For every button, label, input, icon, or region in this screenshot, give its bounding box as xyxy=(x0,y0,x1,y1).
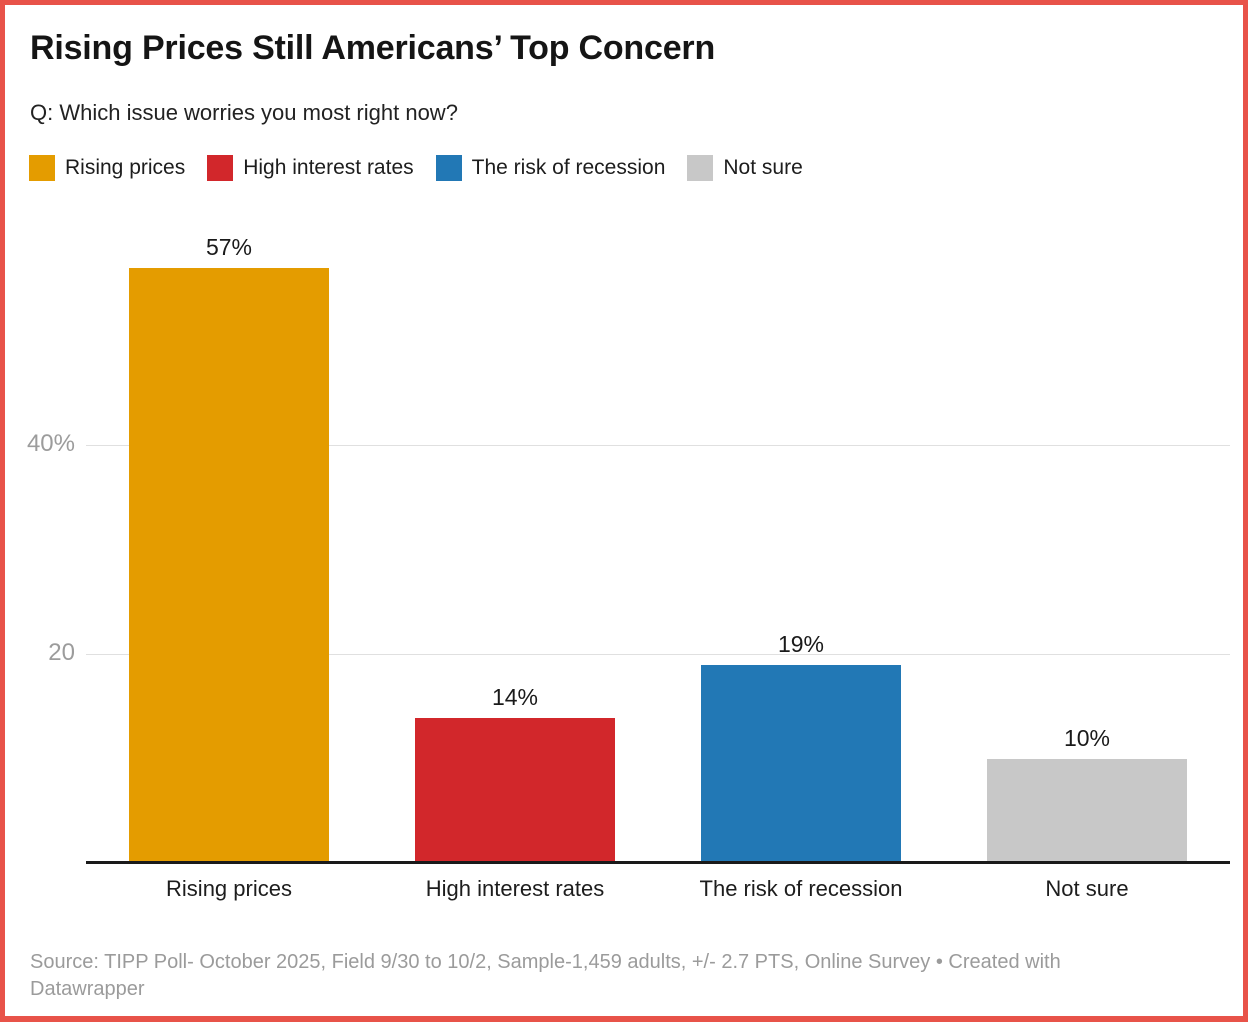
legend-label: Not sure xyxy=(723,156,803,179)
legend-label: High interest rates xyxy=(243,156,414,179)
chart-title: Rising Prices Still Americans’ Top Conce… xyxy=(30,29,716,67)
bar-rising-prices xyxy=(129,268,329,864)
bar-not-sure xyxy=(987,759,1187,864)
legend-label: The risk of recession xyxy=(471,156,666,179)
chart-subtitle: Q: Which issue worries you most right no… xyxy=(30,100,458,125)
x-axis-line xyxy=(86,861,1230,864)
value-label-high-interest-rates: 14% xyxy=(491,684,539,710)
x-axis-label-not-sure: Not sure xyxy=(1045,876,1129,901)
gridline-40 xyxy=(86,445,1230,446)
value-label-not-sure: 10% xyxy=(1063,725,1111,751)
legend-item-rising-prices: Rising prices xyxy=(29,155,185,181)
value-label-the-risk-of-recession: 19% xyxy=(777,631,825,657)
legend-item-high-interest-rates: High interest rates xyxy=(207,155,414,181)
plot-area: 57% 14% 19% 10% xyxy=(86,213,1230,864)
x-axis-label-high-interest-rates: High interest rates xyxy=(425,876,605,901)
source-note: Source: TIPP Poll- October 2025, Field 9… xyxy=(30,951,1061,1000)
x-axis-labels: Rising prices High interest rates The risk… xyxy=(86,876,1230,906)
legend-swatch-icon xyxy=(435,155,462,181)
legend-swatch-icon xyxy=(207,155,234,181)
legend: Rising prices High interest rates The ri… xyxy=(29,155,825,181)
y-tick-label-40: 40% xyxy=(26,430,75,457)
bar-high-interest-rates xyxy=(415,718,615,864)
legend-item-risk-of-recession: The risk of recession xyxy=(435,155,666,181)
legend-item-not-sure: Not sure xyxy=(687,155,803,181)
value-label-rising-prices: 57% xyxy=(205,234,253,260)
legend-label: Rising prices xyxy=(65,156,186,179)
y-tick-label-20: 20 xyxy=(48,639,75,666)
legend-swatch-icon xyxy=(687,155,714,181)
x-axis-label-rising-prices: Rising prices xyxy=(166,876,292,901)
x-axis-label-the-risk-of-recession: The risk of recession xyxy=(699,876,903,901)
gridline-20 xyxy=(86,654,1230,655)
legend-swatch-icon xyxy=(29,155,55,181)
bar-the-risk-of-recession xyxy=(701,665,901,864)
